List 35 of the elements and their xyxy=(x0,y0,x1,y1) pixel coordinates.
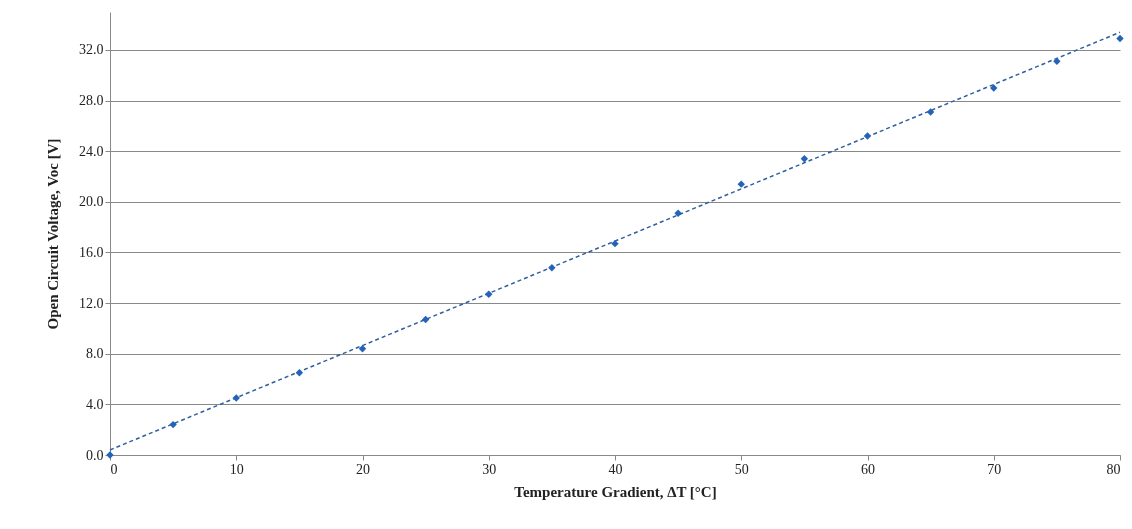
point xyxy=(295,369,304,377)
point xyxy=(1053,57,1061,66)
point xyxy=(1116,34,1124,43)
y-axis-title: Open Circuit Voltage, Voc [V] xyxy=(45,138,61,330)
x-tick-label: 40 xyxy=(608,461,623,477)
point xyxy=(169,420,177,429)
x-tick-label: 60 xyxy=(861,461,875,477)
x-axis-title: Temperature Gradient, ∆T [°C] xyxy=(514,483,717,500)
point xyxy=(421,315,430,324)
point xyxy=(611,239,619,248)
y-tick-label: 12.0 xyxy=(79,295,104,311)
point xyxy=(800,155,809,163)
point xyxy=(990,84,998,92)
point xyxy=(674,209,682,217)
point xyxy=(737,180,745,188)
x-tick-label: 80 xyxy=(1106,461,1121,477)
y-tick-label: 0.0 xyxy=(86,447,104,463)
y-tick-label: 24.0 xyxy=(79,143,104,159)
x-tick-label: 30 xyxy=(482,461,497,477)
x-tick-label: 10 xyxy=(229,461,244,477)
x-tick-label: 0 xyxy=(110,461,118,477)
y-tick-label: 20.0 xyxy=(79,194,104,210)
point xyxy=(926,108,935,116)
x-tick-label: 50 xyxy=(734,461,749,477)
point xyxy=(548,263,556,272)
x-tick-label: 20 xyxy=(356,461,370,477)
point xyxy=(485,290,493,298)
y-tick-label: 28.0 xyxy=(79,93,104,109)
x-tick-label: 70 xyxy=(987,461,1002,477)
point xyxy=(358,344,367,353)
y-tick-label: 4.0 xyxy=(86,396,104,412)
y-tick-label: 16.0 xyxy=(79,244,104,260)
y-tick-label: 8.0 xyxy=(86,346,104,362)
y-tick-label: 32.0 xyxy=(79,42,104,58)
point xyxy=(863,132,872,140)
